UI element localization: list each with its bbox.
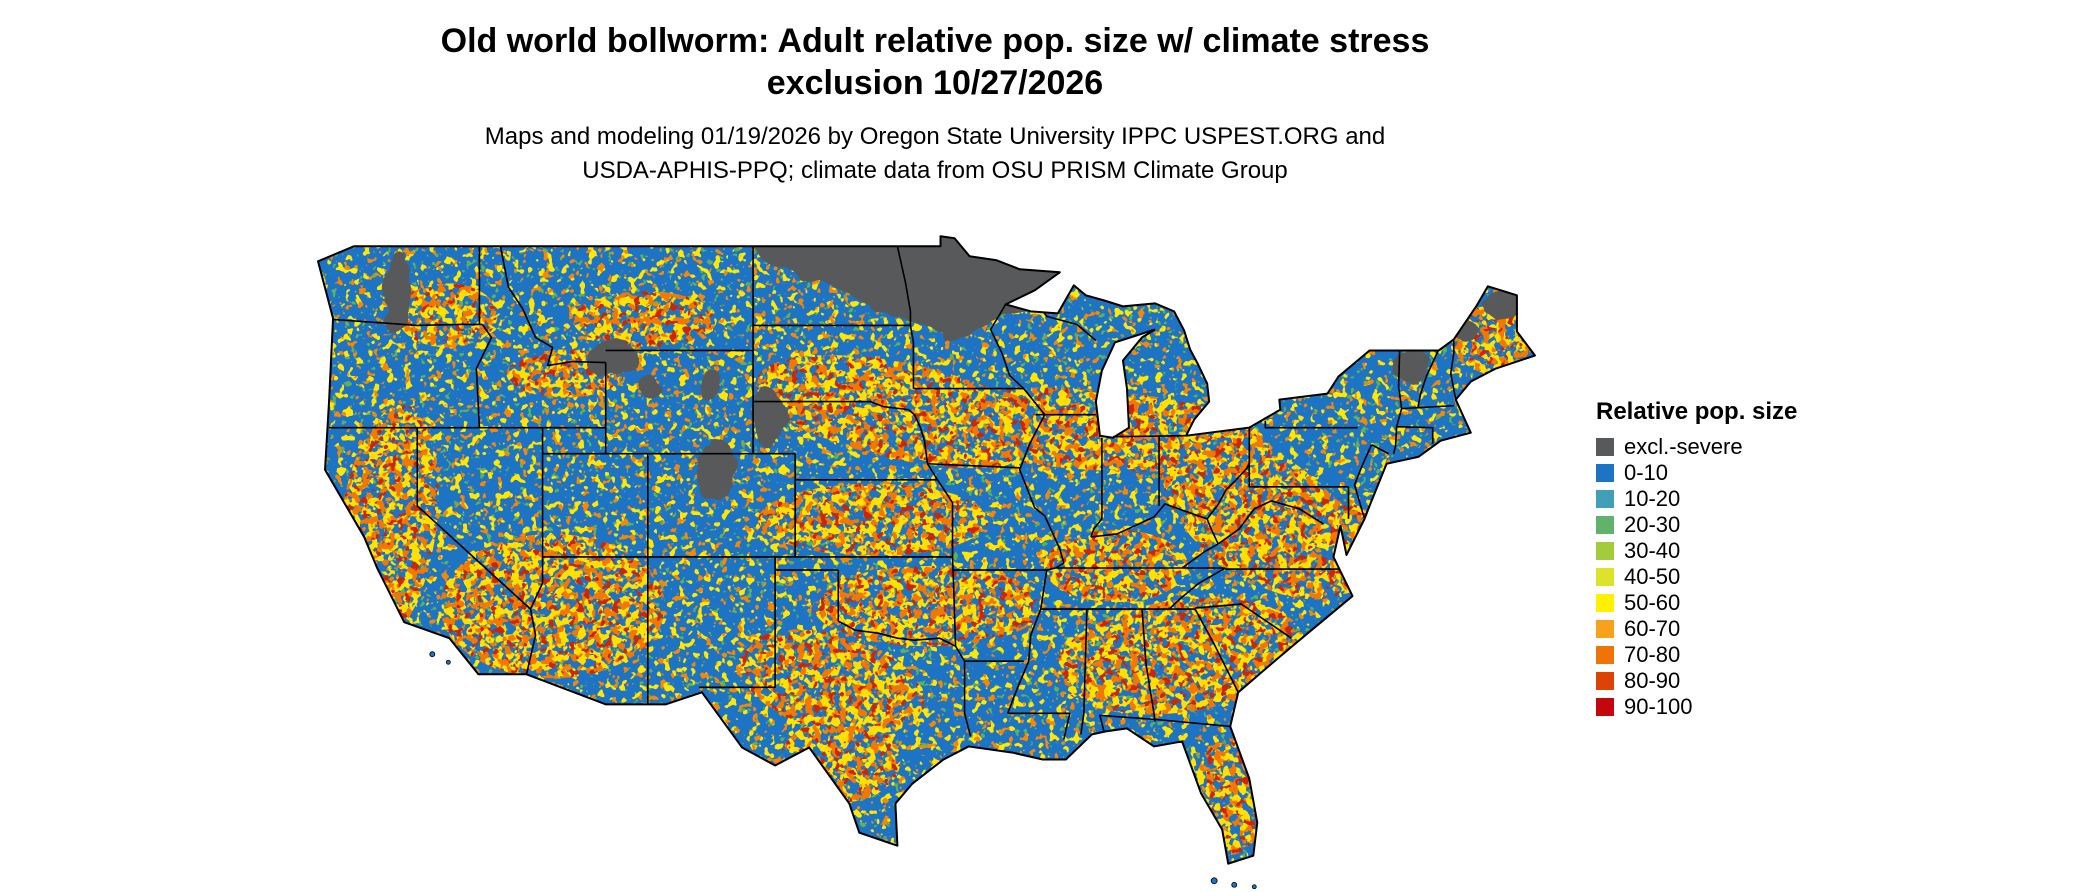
florida-keys [429, 651, 1257, 890]
legend-label: 10-20 [1624, 486, 1681, 511]
legend: Relative pop. size excl.-severe 0-10 10-… [1596, 398, 1797, 720]
legend-label: 20-30 [1624, 512, 1681, 537]
legend-item: 10-20 [1596, 486, 1797, 512]
legend-swatch-40-50 [1596, 568, 1614, 586]
legend-label: 90-100 [1624, 694, 1693, 719]
map-subtitle-line2: USDA-APHIS-PPQ; climate data from OSU PR… [582, 157, 1288, 184]
us-outline [317, 235, 1536, 865]
legend-label: 40-50 [1624, 564, 1681, 589]
legend-item: 20-30 [1596, 512, 1797, 538]
map-title-line2: exclusion 10/27/2026 [766, 64, 1104, 102]
legend-item: 70-80 [1596, 642, 1797, 668]
us-map-svg [317, 235, 1536, 890]
us-map [312, 233, 1555, 892]
legend-swatch-70-80 [1596, 646, 1614, 664]
legend-swatch-60-70 [1596, 620, 1614, 638]
legend-item: 30-40 [1596, 538, 1797, 564]
legend-item: 50-60 [1596, 590, 1797, 616]
legend-label: 60-70 [1624, 616, 1681, 641]
legend-label: 0-10 [1624, 460, 1669, 485]
legend-swatch-90-100 [1596, 698, 1614, 716]
map-subtitle-line1: Maps and modeling 01/19/2026 by Oregon S… [484, 123, 1386, 150]
legend-label: 70-80 [1624, 642, 1681, 667]
state-borders [329, 246, 1457, 740]
legend-item: 60-70 [1596, 616, 1797, 642]
legend-swatch-10-20 [1596, 490, 1614, 508]
legend-item: 90-100 [1596, 694, 1797, 720]
legend-item: 0-10 [1596, 460, 1797, 486]
legend-swatch-20-30 [1596, 516, 1614, 534]
figure-header: Old world bollworm: Adult relative pop. … [0, 20, 1870, 188]
legend-label: 30-40 [1624, 538, 1681, 563]
legend-label: excl.-severe [1624, 434, 1743, 459]
legend-item: 80-90 [1596, 668, 1797, 694]
legend-swatch-excl-severe [1596, 438, 1614, 456]
map-title-line1: Old world bollworm: Adult relative pop. … [440, 22, 1430, 60]
legend-label: 50-60 [1624, 590, 1681, 615]
legend-label: 80-90 [1624, 668, 1681, 693]
legend-item: excl.-severe [1596, 434, 1797, 460]
legend-item: 40-50 [1596, 564, 1797, 590]
map-subtitle: Maps and modeling 01/19/2026 by Oregon S… [0, 120, 1870, 188]
legend-swatch-50-60 [1596, 594, 1614, 612]
legend-swatch-80-90 [1596, 672, 1614, 690]
legend-title: Relative pop. size [1596, 398, 1798, 425]
legend-swatch-0-10 [1596, 464, 1614, 482]
lake-michigan [1094, 328, 1156, 439]
legend-swatch-30-40 [1596, 542, 1614, 560]
